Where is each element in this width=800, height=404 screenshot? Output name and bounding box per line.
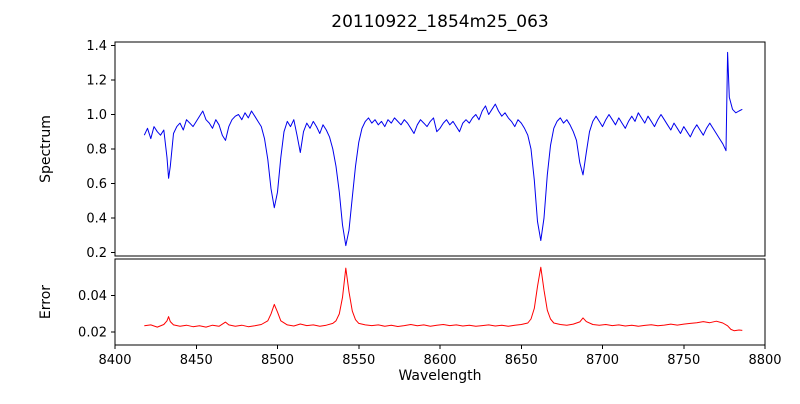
x-tick-label: 8600 bbox=[423, 353, 456, 368]
y-tick-label: 0.4 bbox=[86, 212, 107, 227]
y-tick-label: 0.2 bbox=[86, 246, 107, 261]
axes-frame bbox=[114, 258, 766, 346]
x-tick-label: 8550 bbox=[342, 353, 375, 368]
x-tick-label: 8500 bbox=[261, 353, 294, 368]
error-line bbox=[144, 266, 743, 332]
x-tick-label: 8450 bbox=[180, 353, 213, 368]
y-tick-label: 1.2 bbox=[86, 73, 107, 88]
y-tick-label: 1.0 bbox=[86, 108, 107, 123]
x-axis-label: Wavelength bbox=[398, 368, 481, 384]
x-tick-label: 8750 bbox=[667, 353, 700, 368]
x-tick-label: 8400 bbox=[98, 353, 131, 368]
panel-spectrum: 0.2 0.4 0.6 0.8 1.0 1.2 1.4 bbox=[86, 39, 766, 261]
y-tick-label: 0.6 bbox=[86, 177, 107, 192]
y-axis-label-error: Error bbox=[38, 285, 54, 319]
plot-layers: 0.2 0.4 0.6 0.8 1.0 1.2 1.4 0.02 0.04 8400 8450 850… bbox=[78, 39, 782, 368]
y-tick-label: 0.8 bbox=[86, 143, 107, 158]
x-tick-label: 8700 bbox=[586, 353, 619, 368]
y-tick-label: 1.4 bbox=[86, 39, 107, 54]
axes-frame bbox=[114, 41, 766, 257]
y-tick-label: 0.04 bbox=[78, 289, 107, 304]
panel-error: 0.02 0.04 bbox=[78, 258, 766, 346]
y-axis-label-spectrum: Spectrum bbox=[38, 115, 54, 183]
chart-title: 20110922_1854m25_063 bbox=[331, 12, 548, 32]
y-tick-label: 0.02 bbox=[78, 326, 107, 341]
spectrum-line bbox=[143, 51, 743, 247]
x-tick-label: 8650 bbox=[505, 353, 538, 368]
x-tick-label: 8800 bbox=[748, 353, 781, 368]
